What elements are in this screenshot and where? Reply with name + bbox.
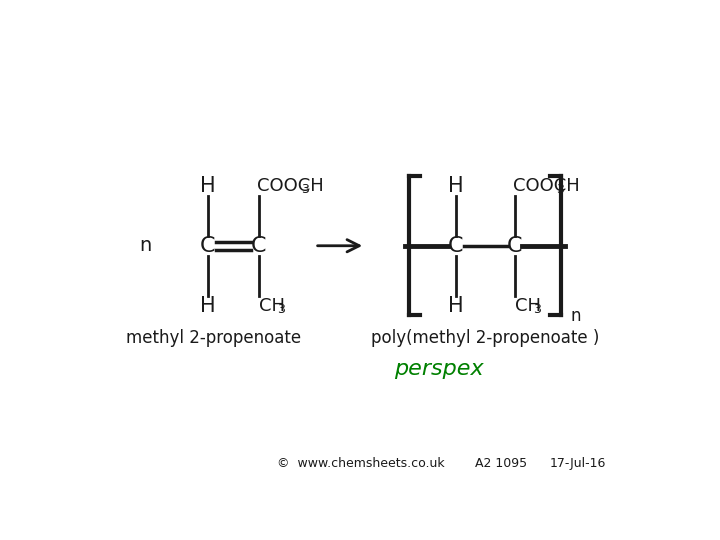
Text: C: C — [507, 236, 523, 256]
Text: C: C — [448, 236, 464, 256]
Text: C: C — [200, 236, 215, 256]
Text: H: H — [200, 296, 215, 316]
Text: A2 1095: A2 1095 — [474, 457, 527, 470]
Text: CH: CH — [515, 297, 541, 315]
Text: perspex: perspex — [394, 359, 484, 379]
Text: H: H — [448, 296, 464, 316]
Text: C: C — [251, 236, 266, 256]
Text: methyl 2-propenoate: methyl 2-propenoate — [127, 329, 302, 347]
Text: poly(methyl 2-propenoate ): poly(methyl 2-propenoate ) — [371, 329, 600, 347]
Text: 17-Jul-16: 17-Jul-16 — [550, 457, 606, 470]
Text: n: n — [140, 237, 152, 255]
Text: 3: 3 — [534, 303, 541, 316]
Text: 3: 3 — [301, 183, 309, 196]
Text: CH: CH — [259, 297, 285, 315]
Text: H: H — [200, 176, 215, 195]
Text: 3: 3 — [277, 303, 285, 316]
Text: H: H — [448, 176, 464, 195]
Text: COOCH: COOCH — [513, 177, 580, 195]
Text: n: n — [570, 307, 581, 325]
Text: COOCH: COOCH — [258, 177, 324, 195]
Text: ©  www.chemsheets.co.uk: © www.chemsheets.co.uk — [277, 457, 445, 470]
Text: 3: 3 — [557, 183, 564, 196]
